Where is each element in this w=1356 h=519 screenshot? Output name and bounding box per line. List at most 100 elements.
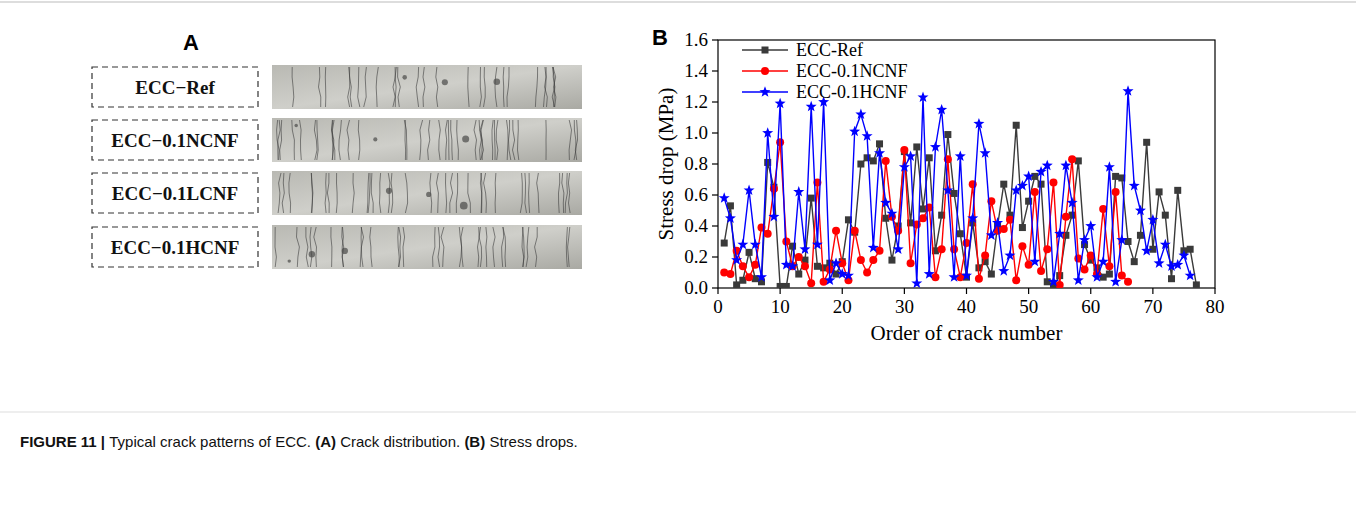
crack [529, 173, 530, 213]
marker-square [1156, 188, 1163, 195]
marker-star [768, 211, 779, 221]
crack [398, 227, 400, 267]
marker-star [961, 270, 972, 280]
x-tick-label: 70 [1143, 296, 1162, 317]
marker-square [1013, 122, 1020, 129]
crack [494, 120, 496, 160]
crack [468, 67, 469, 107]
y-tick [712, 39, 718, 40]
marker-square [988, 271, 995, 278]
marker-star [1116, 234, 1127, 244]
crack [327, 173, 329, 213]
marker-circle [907, 259, 915, 267]
x-tick-label: 40 [957, 296, 976, 317]
marker-star [843, 270, 854, 280]
crack [403, 227, 405, 267]
crack [398, 67, 401, 107]
crack [552, 67, 555, 107]
y-tick-label: 0.8 [684, 153, 708, 174]
pore [342, 248, 348, 254]
crack [317, 120, 318, 160]
marker-star [967, 212, 978, 222]
crack [535, 227, 538, 267]
label-box [92, 227, 258, 267]
marker-star [1178, 250, 1189, 260]
y-tick [712, 101, 718, 102]
crack [438, 227, 440, 267]
marker-square [926, 154, 933, 161]
crack [484, 173, 487, 213]
marker-star [1054, 228, 1065, 238]
marker-circle [795, 253, 803, 261]
caption-part: Stress drops. [489, 433, 577, 450]
crack [433, 227, 436, 267]
pore [426, 192, 431, 197]
marker-star [1154, 257, 1165, 267]
crack [358, 120, 360, 160]
x-tick [1152, 288, 1153, 294]
crack [339, 120, 342, 160]
y-tick-label: 0.2 [684, 246, 708, 267]
specimen-label: ECC−0.1HCNF [111, 237, 240, 258]
crack [495, 173, 497, 213]
marker-square [951, 190, 958, 197]
y-tick-label: 1.0 [684, 122, 708, 143]
marker-square [814, 263, 821, 270]
crack [522, 227, 524, 267]
marker-circle [938, 245, 946, 253]
marker-square [1112, 173, 1119, 180]
marker-star [886, 208, 897, 218]
marker-star [1023, 171, 1034, 181]
crack [439, 120, 441, 160]
crack [336, 173, 338, 213]
marker-star [806, 101, 817, 111]
crack [277, 120, 280, 160]
y-tick [712, 194, 718, 195]
marker-star [1073, 274, 1084, 284]
caption-part: Crack distribution. [340, 433, 460, 450]
marker-star [1085, 220, 1096, 230]
crack [275, 227, 276, 267]
marker-circle [1037, 267, 1045, 275]
marker-star [936, 104, 947, 114]
y-tick [712, 256, 718, 257]
marker-circle [1118, 272, 1126, 280]
marker-star [824, 274, 835, 284]
x-axis-title: Order of crack number [871, 321, 1063, 345]
marker-star [1067, 197, 1078, 207]
crack [479, 120, 481, 160]
crack [448, 120, 450, 160]
x-tick [1028, 288, 1029, 294]
marker-star [793, 186, 804, 196]
marker-circle [761, 67, 769, 75]
marker-star [759, 86, 770, 96]
legend: ECC-RefECC-0.1NCNFECC-0.1HCNF [742, 40, 908, 102]
marker-circle [1043, 245, 1051, 253]
crack [565, 173, 567, 213]
marker-star [1091, 271, 1102, 281]
crack [507, 120, 509, 160]
x-tick [904, 288, 905, 294]
crack [361, 227, 363, 267]
crack [311, 173, 313, 213]
panel-letter: B [652, 25, 668, 50]
marker-square [870, 157, 877, 164]
marker-star [1098, 256, 1109, 266]
marker-circle [1068, 155, 1076, 163]
crack [380, 173, 381, 213]
y-tick-label: 1.4 [684, 60, 708, 81]
marker-circle [1049, 179, 1057, 187]
crack [352, 173, 354, 213]
marker-circle [1112, 188, 1120, 196]
x-tick-label: 10 [771, 296, 790, 317]
marker-square [1031, 173, 1038, 180]
marker-circle [1000, 225, 1008, 233]
marker-circle [1081, 265, 1089, 273]
y-tick-label: 1.2 [684, 91, 708, 112]
series [719, 85, 1196, 288]
x-tick [1214, 288, 1215, 294]
caption-part: (B) [464, 433, 485, 450]
marker-star [973, 118, 984, 128]
marker-star [930, 141, 941, 151]
y-axis-title: Stress drop (MPa) [654, 88, 678, 241]
